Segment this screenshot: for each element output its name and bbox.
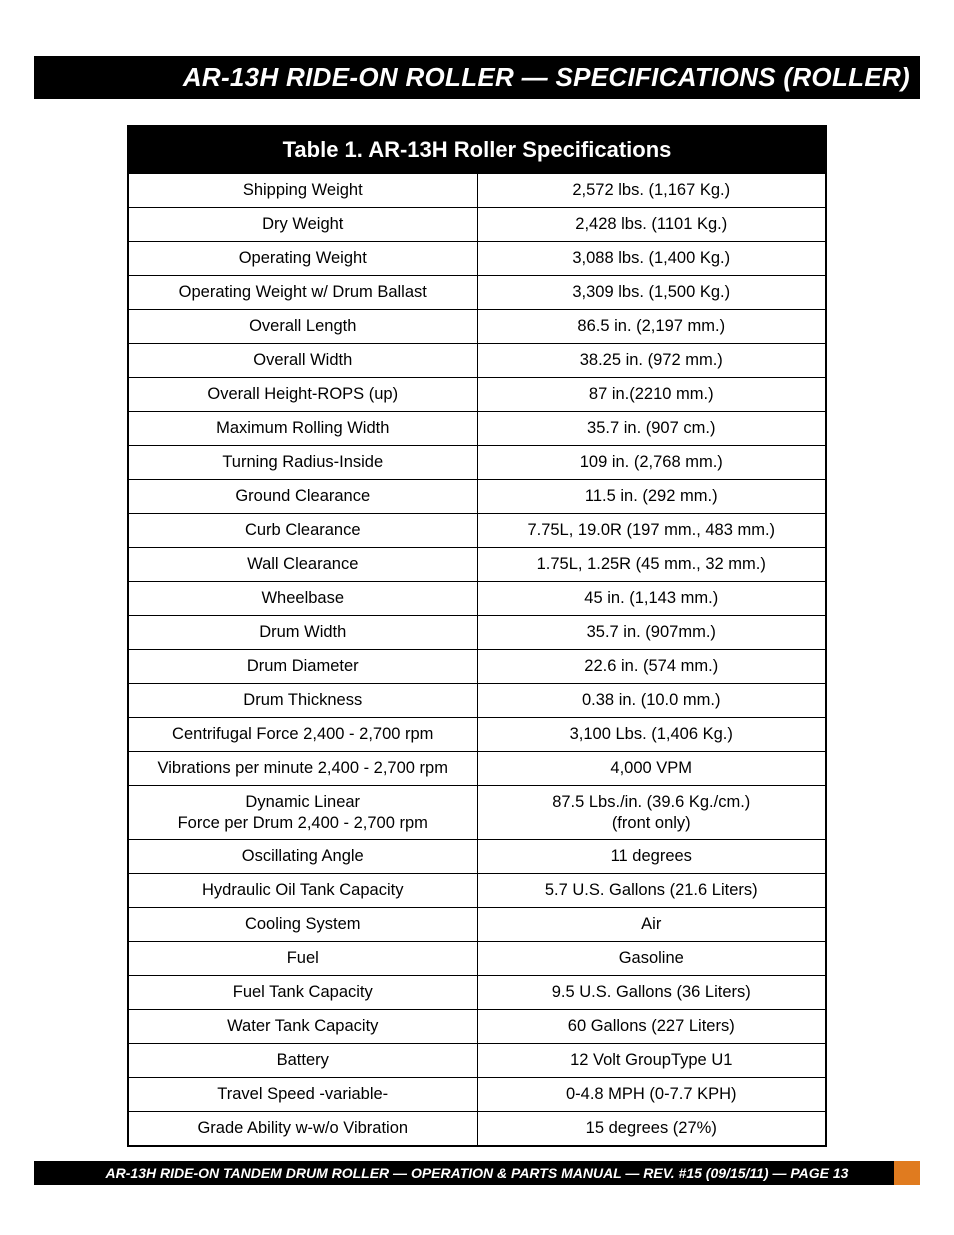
- table-row: Shipping Weight2,572 lbs. (1,167 Kg.): [128, 174, 826, 208]
- spec-label: Operating Weight: [128, 242, 477, 276]
- spec-label: Drum Width: [128, 616, 477, 650]
- spec-label: Oscillating Angle: [128, 840, 477, 874]
- spec-value: Air: [477, 908, 826, 942]
- spec-label: Drum Diameter: [128, 650, 477, 684]
- table-row: Drum Thickness0.38 in. (10.0 mm.): [128, 684, 826, 718]
- spec-label: Water Tank Capacity: [128, 1010, 477, 1044]
- spec-label: Grade Ability w-w/o Vibration: [128, 1112, 477, 1146]
- spec-label: Travel Speed -variable-: [128, 1078, 477, 1112]
- spec-value: 9.5 U.S. Gallons (36 Liters): [477, 976, 826, 1010]
- spec-value: 0.38 in. (10.0 mm.): [477, 684, 826, 718]
- table-row: Wheelbase45 in. (1,143 mm.): [128, 582, 826, 616]
- spec-value: 60 Gallons (227 Liters): [477, 1010, 826, 1044]
- table-row: Operating Weight3,088 lbs. (1,400 Kg.): [128, 242, 826, 276]
- spec-label: Fuel Tank Capacity: [128, 976, 477, 1010]
- table-row: Cooling SystemAir: [128, 908, 826, 942]
- table-row: Hydraulic Oil Tank Capacity5.7 U.S. Gall…: [128, 874, 826, 908]
- spec-value: 2,428 lbs. (1101 Kg.): [477, 208, 826, 242]
- footer-accent: [894, 1161, 920, 1185]
- spec-value: 11 degrees: [477, 840, 826, 874]
- spec-value: 35.7 in. (907mm.): [477, 616, 826, 650]
- spec-label: Operating Weight w/ Drum Ballast: [128, 276, 477, 310]
- spec-value: 22.6 in. (574 mm.): [477, 650, 826, 684]
- table-row: Water Tank Capacity60 Gallons (227 Liter…: [128, 1010, 826, 1044]
- spec-label: Curb Clearance: [128, 514, 477, 548]
- spec-label: Dynamic LinearForce per Drum 2,400 - 2,7…: [128, 786, 477, 840]
- table-row: Drum Diameter22.6 in. (574 mm.): [128, 650, 826, 684]
- table-row: Vibrations per minute 2,400 - 2,700 rpm4…: [128, 752, 826, 786]
- spec-label: Dry Weight: [128, 208, 477, 242]
- table-row: Curb Clearance7.75L, 19.0R (197 mm., 483…: [128, 514, 826, 548]
- table-row: Dry Weight2,428 lbs. (1101 Kg.): [128, 208, 826, 242]
- table-row: Overall Width38.25 in. (972 mm.): [128, 344, 826, 378]
- spec-value: 11.5 in. (292 mm.): [477, 480, 826, 514]
- spec-label: Battery: [128, 1044, 477, 1078]
- spec-value: 45 in. (1,143 mm.): [477, 582, 826, 616]
- spec-label: Overall Height-ROPS (up): [128, 378, 477, 412]
- spec-value: 2,572 lbs. (1,167 Kg.): [477, 174, 826, 208]
- table-row: Battery12 Volt GroupType U1: [128, 1044, 826, 1078]
- spec-label: Shipping Weight: [128, 174, 477, 208]
- table-row: Grade Ability w-w/o Vibration15 degrees …: [128, 1112, 826, 1146]
- spec-label: Ground Clearance: [128, 480, 477, 514]
- table-row: Travel Speed -variable-0-4.8 MPH (0-7.7 …: [128, 1078, 826, 1112]
- spec-label: Centrifugal Force 2,400 - 2,700 rpm: [128, 718, 477, 752]
- spec-value: 5.7 U.S. Gallons (21.6 Liters): [477, 874, 826, 908]
- spec-value: 0-4.8 MPH (0-7.7 KPH): [477, 1078, 826, 1112]
- table-row: Oscillating Angle11 degrees: [128, 840, 826, 874]
- spec-value: Gasoline: [477, 942, 826, 976]
- spec-value: 3,088 lbs. (1,400 Kg.): [477, 242, 826, 276]
- spec-label: Fuel: [128, 942, 477, 976]
- table-row: Wall Clearance1.75L, 1.25R (45 mm., 32 m…: [128, 548, 826, 582]
- page-footer: AR-13H RIDE-ON TANDEM DRUM ROLLER — OPER…: [34, 1161, 920, 1185]
- spec-value: 87 in.(2210 mm.): [477, 378, 826, 412]
- table-title: Table 1. AR-13H Roller Specifications: [128, 126, 826, 174]
- spec-value: 15 degrees (27%): [477, 1112, 826, 1146]
- spec-value: 12 Volt GroupType U1: [477, 1044, 826, 1078]
- spec-label: Maximum Rolling Width: [128, 412, 477, 446]
- spec-value: 3,309 lbs. (1,500 Kg.): [477, 276, 826, 310]
- spec-label: Overall Length: [128, 310, 477, 344]
- spec-value: 86.5 in. (2,197 mm.): [477, 310, 826, 344]
- spec-table-container: Table 1. AR-13H Roller Specifications Sh…: [127, 125, 827, 1147]
- spec-label: Cooling System: [128, 908, 477, 942]
- spec-label: Wheelbase: [128, 582, 477, 616]
- spec-table-body: Shipping Weight2,572 lbs. (1,167 Kg.)Dry…: [128, 174, 826, 1146]
- table-row: Maximum Rolling Width35.7 in. (907 cm.): [128, 412, 826, 446]
- spec-label: Hydraulic Oil Tank Capacity: [128, 874, 477, 908]
- table-row: Dynamic LinearForce per Drum 2,400 - 2,7…: [128, 786, 826, 840]
- spec-label: Drum Thickness: [128, 684, 477, 718]
- spec-value: 35.7 in. (907 cm.): [477, 412, 826, 446]
- table-row: FuelGasoline: [128, 942, 826, 976]
- table-row: Fuel Tank Capacity9.5 U.S. Gallons (36 L…: [128, 976, 826, 1010]
- table-row: Centrifugal Force 2,400 - 2,700 rpm3,100…: [128, 718, 826, 752]
- table-row: Overall Height-ROPS (up)87 in.(2210 mm.): [128, 378, 826, 412]
- page-header: AR-13H RIDE-ON ROLLER — SPECIFICATIONS (…: [34, 56, 920, 99]
- table-row: Drum Width35.7 in. (907mm.): [128, 616, 826, 650]
- spec-value: 109 in. (2,768 mm.): [477, 446, 826, 480]
- table-row: Operating Weight w/ Drum Ballast3,309 lb…: [128, 276, 826, 310]
- spec-value: 87.5 Lbs./in. (39.6 Kg./cm.)(front only): [477, 786, 826, 840]
- spec-label: Wall Clearance: [128, 548, 477, 582]
- table-row: Ground Clearance11.5 in. (292 mm.): [128, 480, 826, 514]
- spec-value: 7.75L, 19.0R (197 mm., 483 mm.): [477, 514, 826, 548]
- spec-label: Turning Radius-Inside: [128, 446, 477, 480]
- spec-value: 38.25 in. (972 mm.): [477, 344, 826, 378]
- spec-value: 1.75L, 1.25R (45 mm., 32 mm.): [477, 548, 826, 582]
- table-row: Overall Length86.5 in. (2,197 mm.): [128, 310, 826, 344]
- spec-table: Table 1. AR-13H Roller Specifications Sh…: [127, 125, 827, 1147]
- spec-label: Overall Width: [128, 344, 477, 378]
- table-row: Turning Radius-Inside109 in. (2,768 mm.): [128, 446, 826, 480]
- spec-value: 3,100 Lbs. (1,406 Kg.): [477, 718, 826, 752]
- spec-value: 4,000 VPM: [477, 752, 826, 786]
- spec-label: Vibrations per minute 2,400 - 2,700 rpm: [128, 752, 477, 786]
